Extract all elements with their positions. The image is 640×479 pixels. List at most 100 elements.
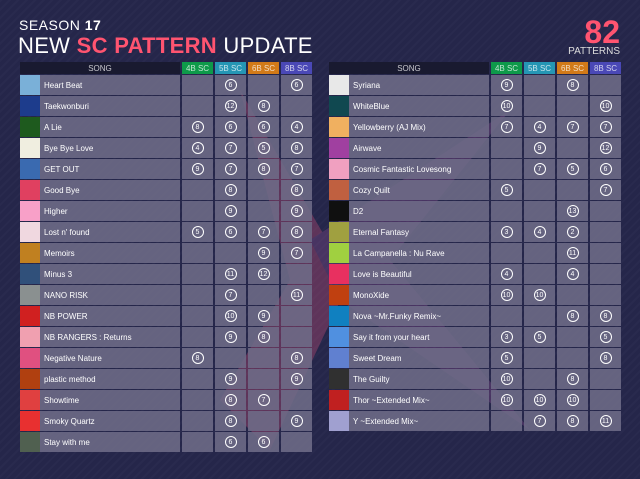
level-cell: [281, 306, 312, 326]
song-name: Airwave: [353, 143, 382, 153]
level-cell: [524, 369, 555, 389]
column-header-5b: 5B SC: [215, 62, 246, 74]
song-cell: Love is Beautiful: [329, 264, 489, 284]
level-cell: [524, 348, 555, 368]
song-cell: NB RANGERS : Returns: [20, 327, 180, 347]
song-jacket-thumbnail: [329, 264, 349, 284]
song-row: Y ~Extended Mix~ 7 8 11: [329, 411, 621, 431]
song-name: The Guilty: [353, 374, 390, 384]
song-cell: Good Bye: [20, 180, 180, 200]
level-cell: 8: [557, 411, 588, 431]
level-badge: 11: [566, 247, 579, 259]
level-badge: 8: [290, 226, 303, 238]
level-cell: [491, 201, 522, 221]
song-jacket-thumbnail: [20, 96, 40, 116]
level-badge: 8: [599, 310, 612, 322]
song-cell: NANO RISK: [20, 285, 180, 305]
level-badge: 2: [566, 226, 579, 238]
song-cell: Negative Nature: [20, 348, 180, 368]
level-cell: 5: [248, 138, 279, 158]
song-cell: GET OUT: [20, 159, 180, 179]
level-cell: 7: [590, 180, 621, 200]
level-cell: [281, 432, 312, 452]
level-cell: 5: [491, 348, 522, 368]
level-cell: 10: [215, 306, 246, 326]
song-name: Negative Nature: [44, 353, 102, 363]
level-cell: [215, 243, 246, 263]
level-badge: 10: [533, 289, 546, 301]
level-cell: [182, 201, 213, 221]
song-name: Heart Beat: [44, 80, 83, 90]
song-jacket-thumbnail: [329, 327, 349, 347]
column-header-8b: 8B SC: [590, 62, 621, 74]
song-jacket-thumbnail: [329, 75, 349, 95]
level-badge: 11: [290, 289, 303, 301]
song-row: NB RANGERS : Returns 9 8: [20, 327, 312, 347]
song-row: MonoXide 10 10: [329, 285, 621, 305]
level-cell: [524, 96, 555, 116]
song-cell: Y ~Extended Mix~: [329, 411, 489, 431]
season-label: SEASON 17: [19, 17, 102, 33]
level-cell: 8: [281, 348, 312, 368]
song-jacket-thumbnail: [329, 369, 349, 389]
page-title: NEW SC PATTERN UPDATE: [18, 33, 313, 58]
song-name: Eternal Fantasy: [353, 227, 410, 237]
level-cell: [248, 411, 279, 431]
level-badge: 7: [599, 184, 612, 196]
level-badge: 7: [533, 163, 546, 175]
song-row: Good Bye 8 8: [20, 180, 312, 200]
level-cell: 8: [215, 180, 246, 200]
song-row: NB POWER 10 9: [20, 306, 312, 326]
level-cell: 6: [248, 432, 279, 452]
level-cell: 3: [491, 222, 522, 242]
level-badge: 9: [290, 205, 303, 217]
level-badge: 11: [224, 268, 237, 280]
level-badge: 6: [257, 436, 270, 448]
level-badge: 4: [191, 142, 204, 154]
song-cell: Heart Beat: [20, 75, 180, 95]
song-table-right: SONG 4B SC 5B SC 6B SC 8B SC Syriana 9 8 WhiteBl…: [327, 61, 623, 432]
song-cell: Syriana: [329, 75, 489, 95]
song-jacket-thumbnail: [329, 201, 349, 221]
level-badge: 6: [224, 121, 237, 133]
song-row: Negative Nature 8 8: [20, 348, 312, 368]
song-row: Syriana 9 8: [329, 75, 621, 95]
level-cell: [590, 75, 621, 95]
song-jacket-thumbnail: [20, 138, 40, 158]
level-cell: [281, 96, 312, 116]
level-cell: [557, 327, 588, 347]
level-badge: 8: [566, 79, 579, 91]
level-cell: 7: [557, 117, 588, 137]
level-cell: 8: [281, 138, 312, 158]
song-cell: Cozy Quilt: [329, 180, 489, 200]
level-badge: 7: [566, 121, 579, 133]
level-cell: 4: [524, 222, 555, 242]
level-cell: 9: [524, 138, 555, 158]
level-badge: 10: [500, 289, 513, 301]
level-badge: 9: [290, 373, 303, 385]
song-name: Memoirs: [44, 248, 75, 258]
song-name: NB RANGERS : Returns: [44, 332, 132, 342]
column-header-song: SONG: [20, 62, 180, 74]
level-cell: 8: [182, 348, 213, 368]
level-badge: 7: [224, 142, 237, 154]
level-cell: [182, 75, 213, 95]
level-badge: 8: [257, 331, 270, 343]
level-badge: 5: [191, 226, 204, 238]
song-jacket-thumbnail: [20, 117, 40, 137]
level-cell: [557, 348, 588, 368]
level-cell: 7: [215, 159, 246, 179]
level-badge: 4: [533, 121, 546, 133]
song-jacket-thumbnail: [329, 348, 349, 368]
song-row: A Lie 8 6 6 4: [20, 117, 312, 137]
level-cell: 8: [590, 306, 621, 326]
song-table-left: SONG 4B SC 5B SC 6B SC 8B SC Heart Beat 6 6 Taek…: [18, 61, 314, 453]
level-cell: 9: [215, 201, 246, 221]
level-badge: 9: [224, 205, 237, 217]
song-row: Taekwonburi 12 8: [20, 96, 312, 116]
song-row: WhiteBlue 10 10: [329, 96, 621, 116]
song-row: Sweet Dream 5 8: [329, 348, 621, 368]
level-cell: 10: [524, 390, 555, 410]
song-cell: plastic method: [20, 369, 180, 389]
level-cell: [281, 264, 312, 284]
